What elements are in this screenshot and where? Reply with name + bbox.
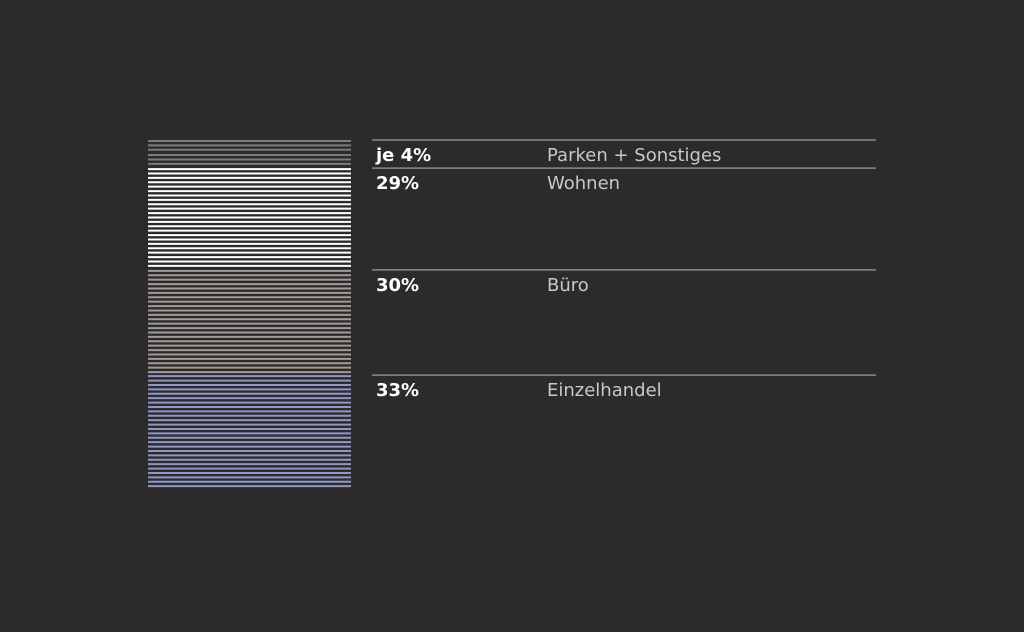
segment-category-label: Büro [547, 275, 589, 296]
segment-category-label: Parken + Sonstiges [547, 145, 721, 166]
segment-dividers [372, 139, 876, 376]
stripe-column [148, 140, 351, 488]
segment-value-label: je 4% [375, 145, 431, 166]
segment-category-label: Einzelhandel [547, 380, 662, 401]
segment-value-label: 33% [376, 380, 419, 401]
segment-value-label: 30% [376, 275, 419, 296]
segment-labels: je 4% Parken + Sonstiges 29% Wohnen 30% Büro 3… [375, 145, 721, 401]
segment-category-label: Wohnen [547, 173, 620, 194]
segment-value-label: 29% [376, 173, 419, 194]
